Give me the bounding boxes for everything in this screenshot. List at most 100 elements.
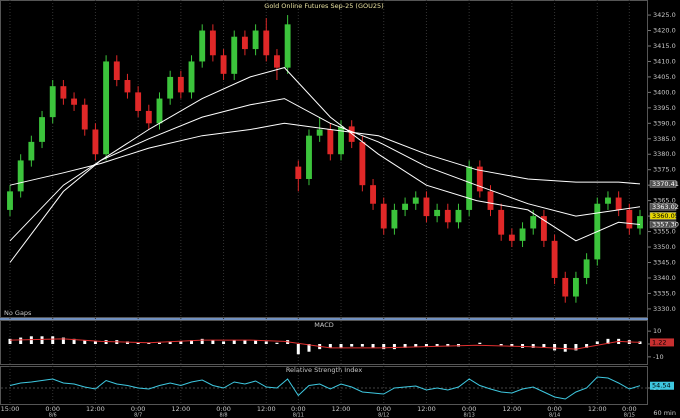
macd-bar [19,337,23,344]
candle-body [583,259,590,278]
candle-body [209,30,216,56]
macd-bar [83,340,87,344]
x-tick-label: 12:00 [417,405,436,413]
macd-bar [307,344,311,352]
candle-body [60,86,67,99]
candle-body [92,129,99,155]
candle-body [519,228,526,241]
y-tick-label: 3375.0 [653,166,676,174]
y-tick-label: 3380.0 [653,150,676,158]
x-tick-label: 0:00 [547,405,562,413]
candle-body [113,61,120,81]
gaps-note: No Gaps [4,309,32,317]
last-value-label: 1.22 [652,338,666,346]
chart-title: Gold Online Futures Sep-25 (GOU25) [264,2,383,10]
candle-body [605,197,611,204]
candle-body [188,61,195,93]
macd-bar [72,338,76,344]
macd-bar [211,340,215,344]
moving-average [9,67,641,263]
candle-body [370,185,376,204]
macd-bar [296,344,300,355]
macd-bar [371,344,375,348]
price-label-box [649,220,677,229]
candle-body [551,240,558,278]
macd-bar [168,341,172,344]
macd-bar [200,338,204,344]
macd-bar [435,344,439,347]
candle-body [156,98,163,124]
macd-bar [382,344,386,350]
y-tick-label: 3350.0 [653,243,676,251]
macd-bar [585,344,589,348]
candle-body [274,55,280,68]
date-label: 8/13 [464,413,475,418]
macd-bar [136,342,140,344]
x-tick-label: 12:00 [257,405,276,413]
macd-bar [339,344,343,348]
macd-bar [61,337,65,344]
y-tick-label: 3395.0 [653,104,676,112]
rsi-line [9,376,641,400]
price-label: 3357.30 [652,220,679,228]
candle-body [412,197,419,204]
macd-bar [222,341,226,344]
macd-signal [9,338,641,350]
candle-body [17,160,24,192]
macd-bar [638,341,642,344]
candle-body [572,277,579,297]
date-label: 8/11 [293,413,304,418]
x-tick-label: 12:00 [86,405,105,413]
price-label-box [649,203,677,211]
y-tick-label: 3330.0 [653,305,676,313]
macd-bar [40,336,44,344]
price-label-box [649,212,677,220]
x-tick-label: 0:00 [45,405,60,413]
candle-body [508,234,515,241]
candle-body [177,76,184,93]
price-label-box [649,180,677,188]
date-label: 8/8 [220,413,228,418]
candle-body [444,209,451,223]
candle-body [145,110,152,124]
macd-bar [553,344,557,351]
candle-body [434,209,441,217]
macd-bar [328,344,332,348]
y-tick-label: 3410.0 [653,57,676,65]
macd-bar [232,340,236,344]
x-tick-label: 12:00 [588,405,607,413]
price-label: 3370.41 [652,180,679,188]
candle-body [167,76,174,99]
candle-body [402,203,409,210]
macd-bar [563,344,567,352]
macd-bar [403,344,407,348]
x-tick-label: 0:00 [291,405,306,413]
moving-average [9,98,641,242]
x-tick-label: 12:00 [332,405,351,413]
price-label: 3360.05 [652,212,679,220]
candle-body [295,166,302,179]
candle-body [71,98,78,105]
candle-body [241,36,248,50]
candle-body [487,191,494,210]
macd-bar [243,340,247,344]
candle-body [316,129,323,136]
macd-bar [392,344,396,350]
candle-body [466,166,473,210]
x-tick-label: 0:00 [462,405,477,413]
macd-bar [574,344,578,351]
macd-bar [147,342,151,344]
macd-bar [414,344,418,347]
candle-body [380,203,387,229]
x-tick-label: 0:00 [216,405,231,413]
candle-body [220,55,227,74]
candle-body [327,129,334,155]
x-tick-label: 0:00 [376,405,391,413]
price-label: 3363.02 [652,203,679,211]
candle-body [498,209,505,235]
y-tick-label: 3390.0 [653,119,676,127]
macd-panel [0,320,648,365]
